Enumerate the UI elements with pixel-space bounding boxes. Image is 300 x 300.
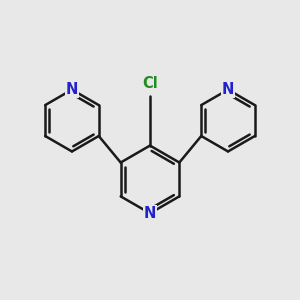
Text: Cl: Cl	[142, 76, 158, 91]
Text: N: N	[66, 82, 78, 97]
Text: N: N	[222, 82, 234, 97]
Text: N: N	[144, 206, 156, 221]
